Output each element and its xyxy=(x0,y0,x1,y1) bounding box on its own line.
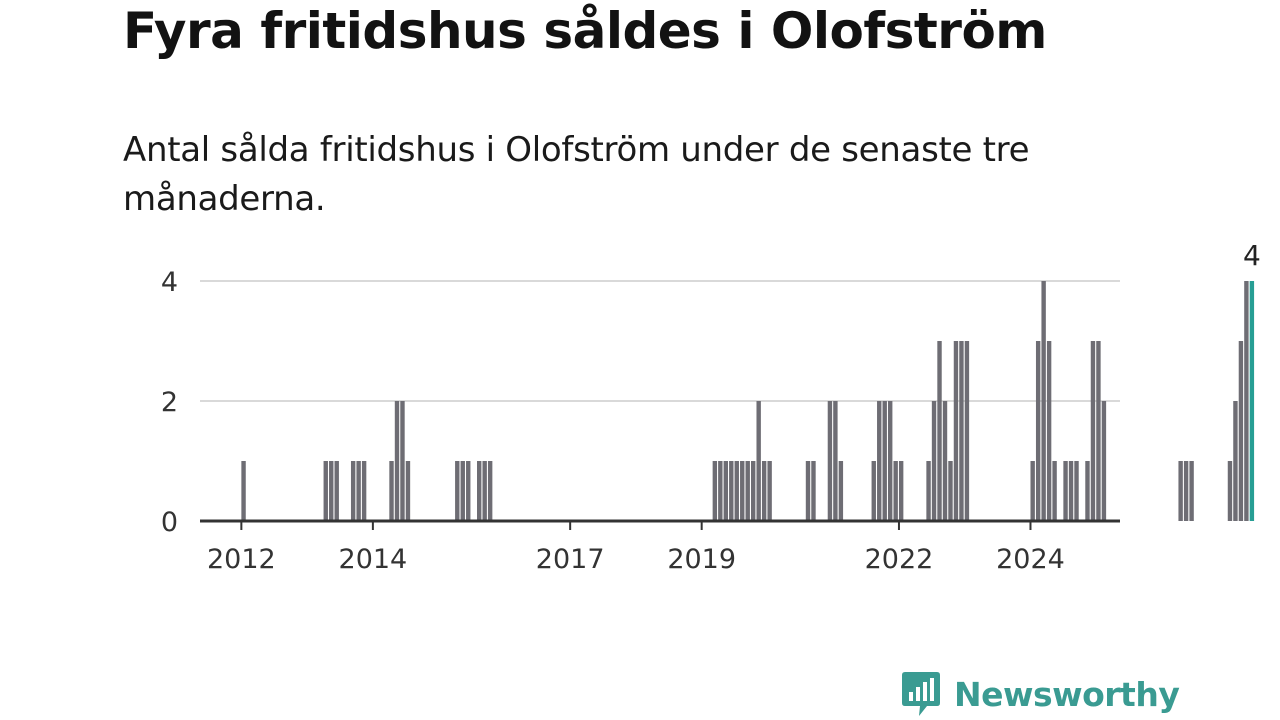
bar xyxy=(723,461,728,521)
bar-highlight xyxy=(1249,281,1255,521)
bar xyxy=(323,461,328,521)
bar xyxy=(761,461,767,521)
newsworthy-brand: Newsworthy xyxy=(900,668,1180,720)
bar xyxy=(361,461,367,521)
x-tick-label: 2019 xyxy=(667,544,736,575)
bar xyxy=(898,461,904,521)
bar xyxy=(329,461,334,521)
bar xyxy=(482,461,487,521)
bar xyxy=(1227,461,1233,521)
grid-lines xyxy=(200,280,1120,402)
last-value-label: 4 xyxy=(1243,239,1261,272)
newsworthy-logo-icon xyxy=(902,672,940,716)
bar xyxy=(334,461,339,521)
bar xyxy=(1183,461,1189,521)
chart-subtitle: Antal sålda fritidshus i Olofström under… xyxy=(123,130,1030,219)
x-tick-label: 2024 xyxy=(996,544,1065,575)
bar xyxy=(718,461,723,521)
bar xyxy=(888,401,893,521)
bar xyxy=(729,461,734,521)
bar xyxy=(827,401,833,521)
bar xyxy=(356,461,361,521)
x-tick-label: 2022 xyxy=(865,544,934,575)
bar xyxy=(811,461,816,521)
chart-title: Fyra fritidshus såldes i Olofström xyxy=(123,2,1047,60)
bar xyxy=(871,461,876,521)
y-tick-label: 4 xyxy=(161,267,178,298)
bar xyxy=(350,461,356,521)
y-tick-labels: 0 2 4 xyxy=(161,267,178,538)
x-tick-label: 2012 xyxy=(207,544,276,575)
bar xyxy=(751,461,756,521)
bar-chart: 0 2 4 2012 2014 2017 2019 2022 2024 4 xyxy=(161,239,1261,575)
bar xyxy=(712,461,718,521)
bar xyxy=(487,461,493,521)
bar xyxy=(953,341,959,521)
bar xyxy=(1074,461,1079,521)
bar xyxy=(241,461,246,521)
x-tick-label: 2014 xyxy=(339,544,408,575)
x-tick-labels: 2012 2014 2017 2019 2022 2024 xyxy=(207,544,1065,575)
bar xyxy=(1041,281,1046,521)
bar xyxy=(1046,341,1052,521)
bar xyxy=(931,401,937,521)
annotations: 4 xyxy=(1243,239,1261,272)
bar xyxy=(942,401,948,521)
bar xyxy=(477,461,482,521)
bar xyxy=(926,461,931,521)
bar xyxy=(1096,341,1101,521)
bar xyxy=(389,461,394,521)
brand-name: Newsworthy xyxy=(954,674,1180,714)
bar xyxy=(1085,461,1090,521)
y-tick-label: 2 xyxy=(161,387,178,418)
bar xyxy=(833,401,838,521)
bar xyxy=(405,461,411,521)
bar xyxy=(745,461,750,521)
bar xyxy=(455,461,460,521)
bar xyxy=(400,401,405,521)
bar xyxy=(937,341,942,521)
x-axis xyxy=(200,519,1120,530)
bar xyxy=(767,461,772,521)
bar xyxy=(1068,461,1074,521)
bar xyxy=(959,341,964,521)
bar xyxy=(893,461,898,521)
bar xyxy=(394,401,400,521)
bar xyxy=(1244,281,1249,521)
bar xyxy=(1101,401,1107,521)
x-tick-label: 2017 xyxy=(536,544,605,575)
bars xyxy=(241,281,1255,521)
bar xyxy=(1090,341,1096,521)
bar xyxy=(877,401,882,521)
y-tick-label: 0 xyxy=(161,507,178,538)
bar xyxy=(756,401,761,521)
bar xyxy=(740,461,745,521)
bar xyxy=(1030,461,1035,521)
bar xyxy=(964,341,970,521)
bar xyxy=(734,461,739,521)
bar xyxy=(466,461,471,521)
bar xyxy=(838,461,844,521)
bar xyxy=(1233,401,1238,521)
bar xyxy=(1178,461,1183,521)
bar xyxy=(1063,461,1068,521)
bar xyxy=(460,461,465,521)
bar xyxy=(1052,461,1057,521)
bar xyxy=(1035,341,1041,521)
bar xyxy=(882,401,887,521)
bar xyxy=(805,461,811,521)
bar xyxy=(1238,341,1244,521)
bar xyxy=(948,461,953,521)
bar xyxy=(1189,461,1194,521)
